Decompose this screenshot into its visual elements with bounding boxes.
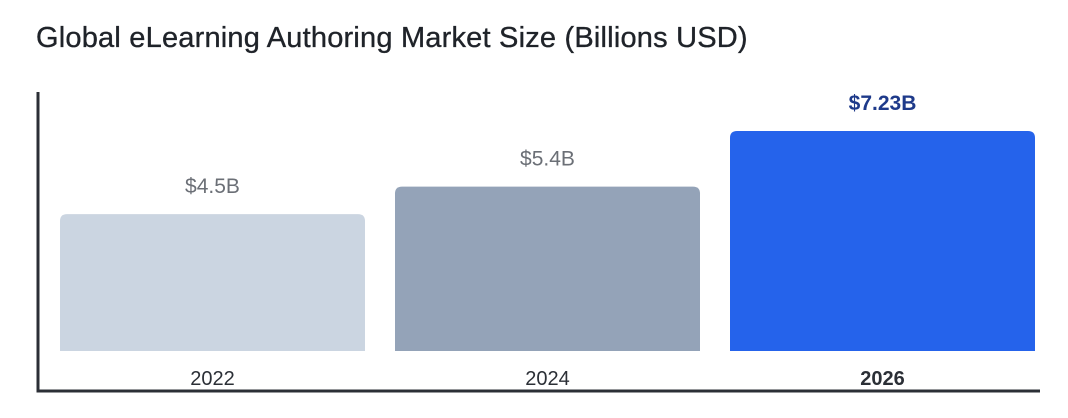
x-tick-labels-layer: 2022 2024 2026 [190, 368, 905, 390]
value-label-2022: $4.5B [185, 175, 240, 198]
bar-2026 [730, 131, 1035, 351]
axes-layer [36, 92, 1040, 393]
x-tick-label-2024: 2024 [525, 368, 570, 390]
x-tick-label-2022: 2022 [190, 368, 235, 390]
value-label-2026: $7.23B [849, 92, 917, 115]
x-tick-label-2026: 2026 [860, 368, 905, 390]
value-labels-layer: $4.5B $5.4B $7.23B [185, 92, 916, 198]
bar-2024 [395, 186, 700, 351]
chart-title: Global eLearning Authoring Market Size (… [36, 22, 748, 54]
value-label-2024: $5.4B [520, 148, 575, 171]
bar-2022 [60, 214, 365, 351]
bars-layer [60, 131, 1035, 351]
